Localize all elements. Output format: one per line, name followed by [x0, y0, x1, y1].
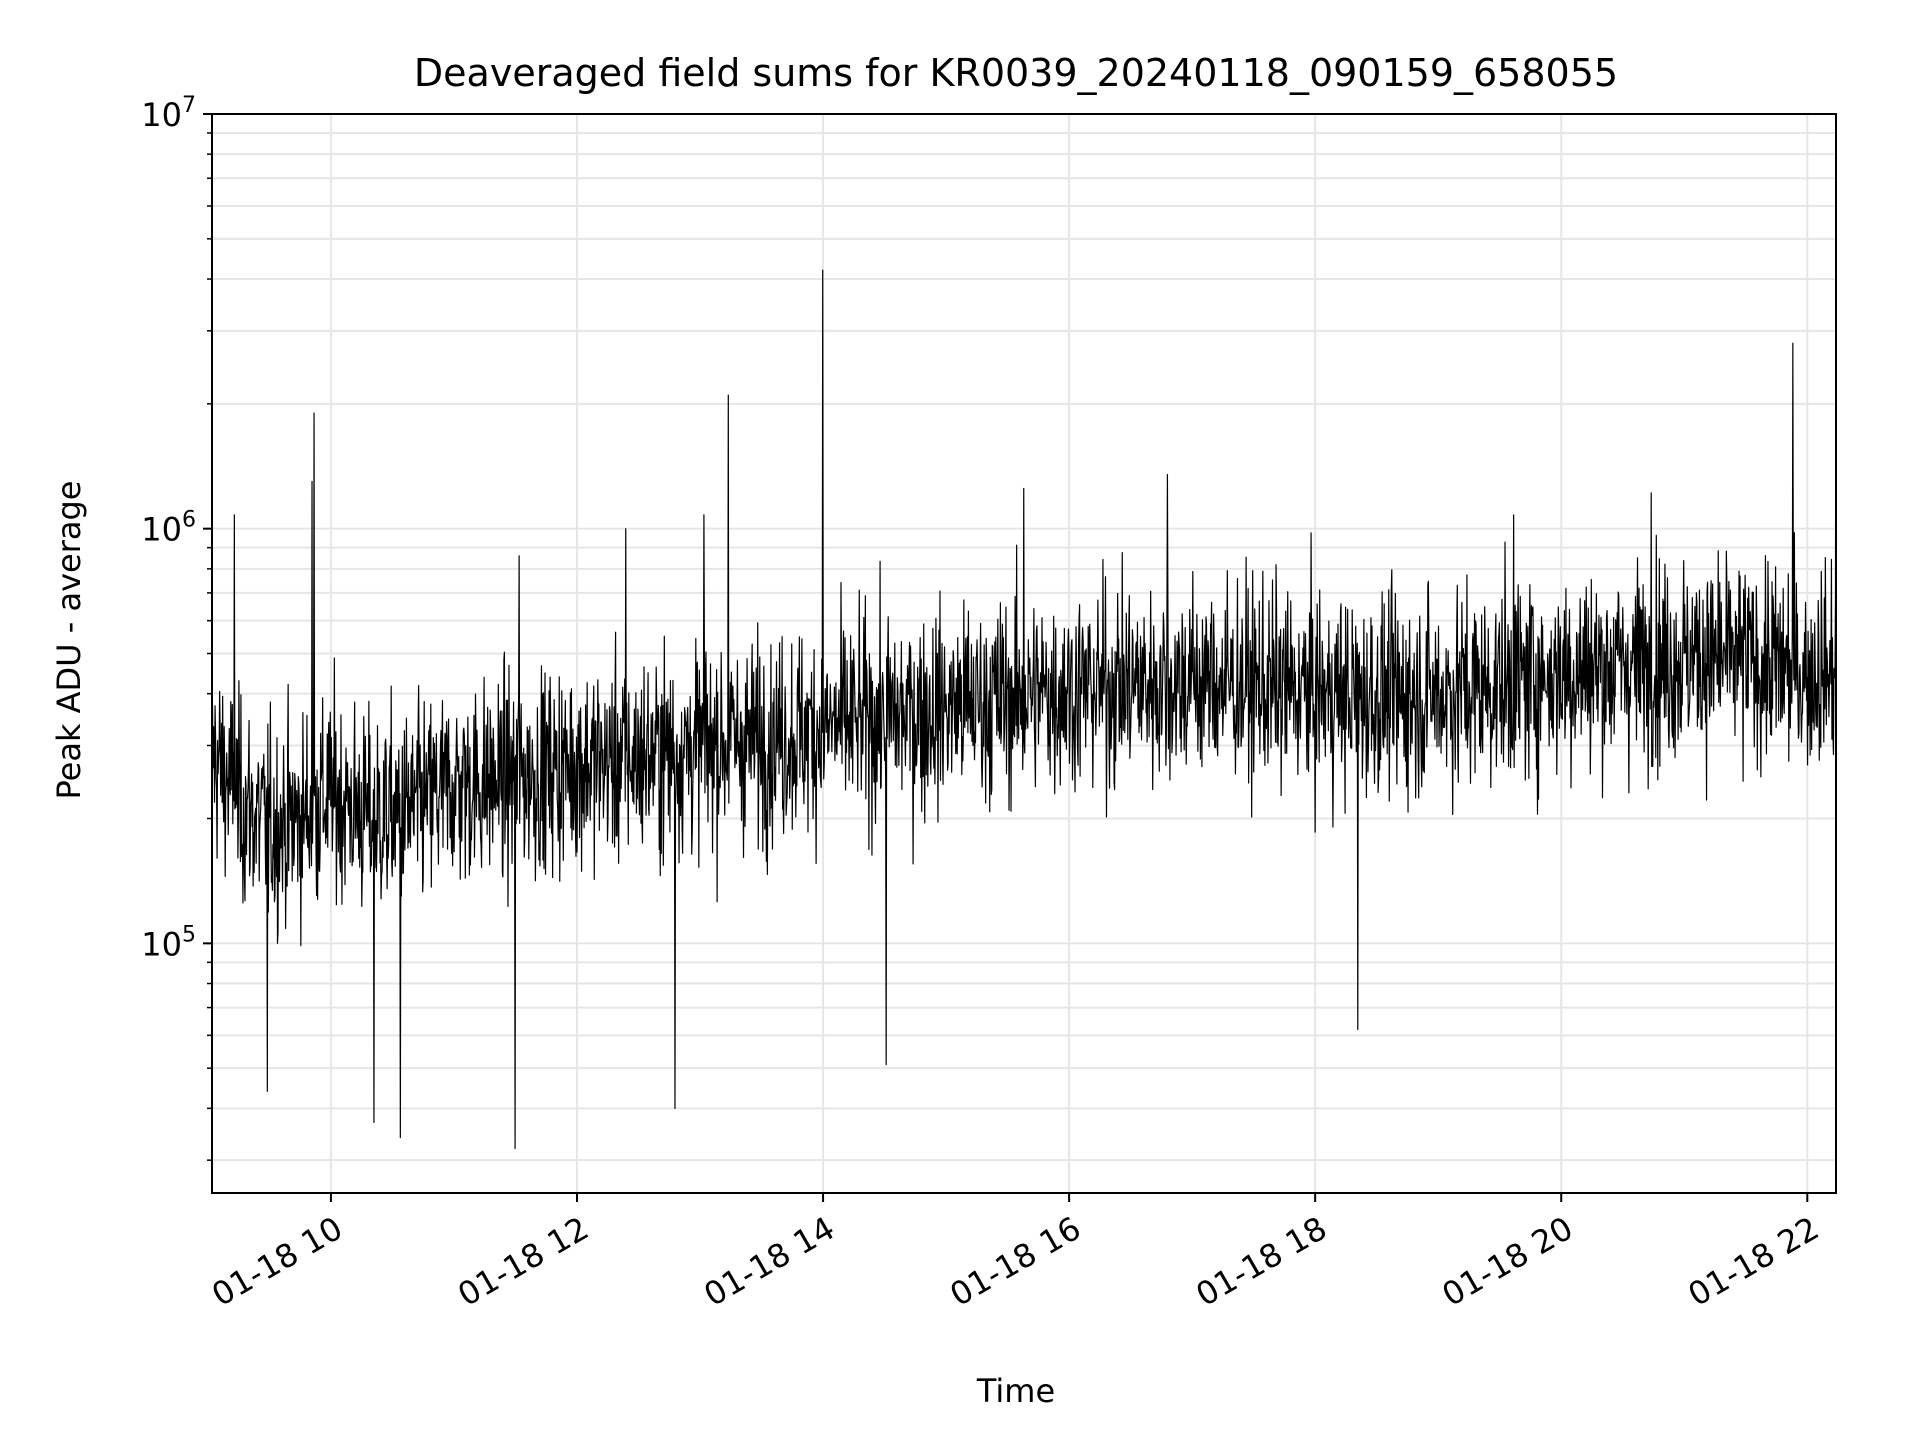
y-tick-label: 107	[141, 93, 196, 134]
y-axis-label: Peak ADU - average	[50, 481, 88, 800]
series-line	[212, 158, 1836, 1150]
series-path	[212, 158, 1836, 1150]
y-tick-label: 105	[141, 922, 196, 963]
x-axis-label: Time	[976, 1372, 1055, 1410]
chart-title: Deaveraged field sums for KR0039_2024011…	[414, 51, 1618, 95]
y-tick-label: 106	[141, 508, 196, 549]
